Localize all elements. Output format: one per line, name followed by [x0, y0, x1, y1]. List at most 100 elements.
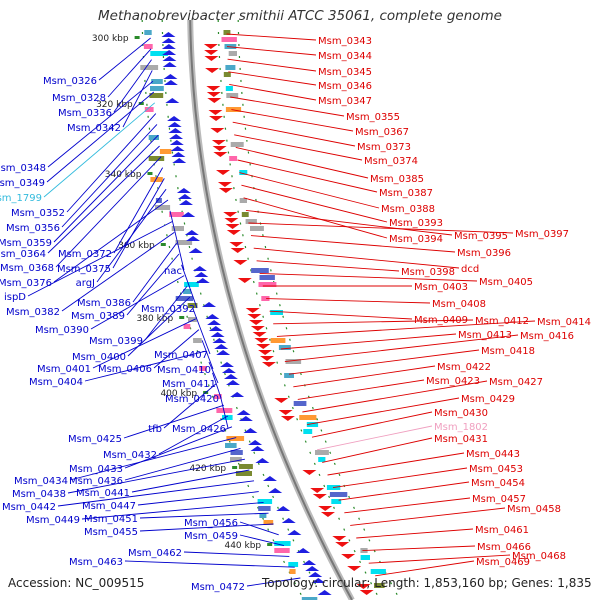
- forward-gene-arrow: [207, 320, 222, 325]
- leader-line: [192, 307, 211, 355]
- feature-block: [151, 79, 163, 84]
- dotted-track-0: [141, 19, 305, 600]
- leader-line: [256, 260, 400, 272]
- gene-label-right: Msm_1802: [434, 422, 488, 433]
- leader-line: [344, 497, 471, 514]
- leader-line: [302, 380, 488, 413]
- feature-block: [226, 93, 239, 98]
- map-title: Methanobrevibacter smithii ATCC 35061, c…: [97, 8, 502, 24]
- leader-line: [297, 379, 425, 400]
- feature-block: [274, 548, 290, 553]
- leader-line: [55, 156, 162, 268]
- gene-label-right: Msm_0403: [414, 282, 468, 293]
- reverse-gene-arrow: [341, 554, 356, 559]
- reverse-gene-arrow: [356, 584, 371, 589]
- gene-label-right: Msm_0344: [318, 51, 372, 62]
- feature-block: [238, 464, 253, 469]
- forward-gene-arrow: [184, 230, 199, 235]
- feature-block: [261, 296, 270, 301]
- gene-label-left: Msm_0456: [184, 518, 238, 529]
- forward-gene-arrow: [161, 44, 176, 49]
- reverse-gene-arrow: [335, 542, 350, 547]
- leader-line: [92, 318, 196, 369]
- leader-line: [126, 253, 180, 316]
- forward-gene-arrow: [212, 338, 227, 343]
- reverse-gene-arrow: [212, 146, 227, 151]
- leader-line: [234, 134, 363, 161]
- reverse-gene-arrow: [233, 260, 248, 265]
- forward-gene-arrow: [208, 326, 223, 331]
- gene-label-right: Msm_0422: [437, 362, 491, 373]
- reverse-gene-arrow: [206, 92, 221, 97]
- gene-label-right: Msm_0405: [479, 277, 533, 288]
- gene-label-left: Msm_0375: [57, 264, 111, 275]
- gene-label-left: Msm_0462: [128, 548, 182, 559]
- gene-label-right: Msm_0347: [318, 96, 372, 107]
- leader-line: [43, 102, 156, 198]
- feature-block: [171, 226, 184, 231]
- leader-line: [241, 184, 388, 223]
- gene-label-left: Msm_0368: [0, 263, 54, 274]
- feature-block: [143, 44, 153, 49]
- leader-line: [123, 404, 225, 439]
- feature-block: [306, 422, 319, 427]
- gene-label-left: Msm_0359: [0, 238, 52, 249]
- feature-block: [140, 65, 159, 70]
- tick-label: 340 kbp: [105, 170, 142, 180]
- leader-line: [201, 340, 214, 370]
- tick-label: 420 kbp: [189, 464, 226, 474]
- reverse-gene-arrow: [225, 224, 240, 229]
- reverse-gene-arrow: [254, 338, 269, 343]
- leader-line: [67, 458, 245, 494]
- forward-gene-arrow: [296, 548, 311, 553]
- feature-block: [267, 534, 284, 539]
- reverse-gene-arrow: [230, 248, 245, 253]
- dotted-track-1: [161, 19, 325, 600]
- leader-line: [259, 272, 478, 282]
- reverse-gene-arrow: [211, 140, 226, 145]
- forward-gene-arrow: [214, 344, 229, 349]
- forward-gene-arrow: [250, 446, 265, 451]
- leader-line: [90, 275, 185, 330]
- reverse-gene-arrow: [208, 110, 223, 115]
- feature-block: [250, 226, 264, 231]
- forward-gene-arrow: [192, 266, 207, 271]
- gene-label-right: Msm_0429: [461, 394, 515, 405]
- gene-label-right: Msm_0414: [537, 317, 591, 328]
- leader-line: [46, 91, 155, 183]
- gene-label-left: tfb: [148, 424, 162, 435]
- leader-line: [124, 560, 295, 568]
- reverse-gene-arrow: [332, 536, 347, 541]
- gene-label-left: Msm_0455: [84, 527, 138, 538]
- feature-block: [230, 142, 244, 147]
- accession-text: Accession: NC_009515: [8, 576, 145, 590]
- leader-line: [124, 447, 241, 481]
- gene-label-left: Msm_0349: [0, 178, 45, 189]
- tick-mark: [160, 243, 166, 246]
- leader-line: [307, 397, 460, 426]
- feature-block: [360, 555, 370, 560]
- gene-label-left: Msm_0400: [72, 352, 126, 363]
- gene-label-right: Msm_0466: [477, 542, 531, 553]
- forward-gene-arrow: [179, 200, 193, 205]
- feature-block: [214, 394, 222, 399]
- gene-label-left: Msm_0420: [165, 394, 219, 405]
- gene-label-right: Msm_0454: [471, 478, 525, 489]
- leader-line: [322, 437, 433, 463]
- leader-line: [239, 534, 285, 547]
- reverse-gene-arrow: [206, 86, 221, 91]
- gene-label-right: Msm_0418: [481, 346, 535, 357]
- feature-block: [284, 373, 294, 378]
- leader-line: [47, 80, 154, 168]
- gene-label-right: Msm_0453: [469, 464, 523, 475]
- feature-block: [149, 93, 164, 98]
- leader-line: [219, 394, 229, 429]
- tick-mark: [134, 36, 140, 39]
- gene-label-right: Msm_0409: [414, 315, 468, 326]
- tick-label: 440 kbp: [224, 541, 261, 551]
- reverse-gene-arrow: [203, 44, 218, 49]
- reverse-gene-arrow: [213, 152, 228, 157]
- leader-line: [227, 58, 317, 72]
- gene-label-right: Msm_0423: [426, 376, 480, 387]
- gene-label-left: Msm_0451: [84, 514, 138, 525]
